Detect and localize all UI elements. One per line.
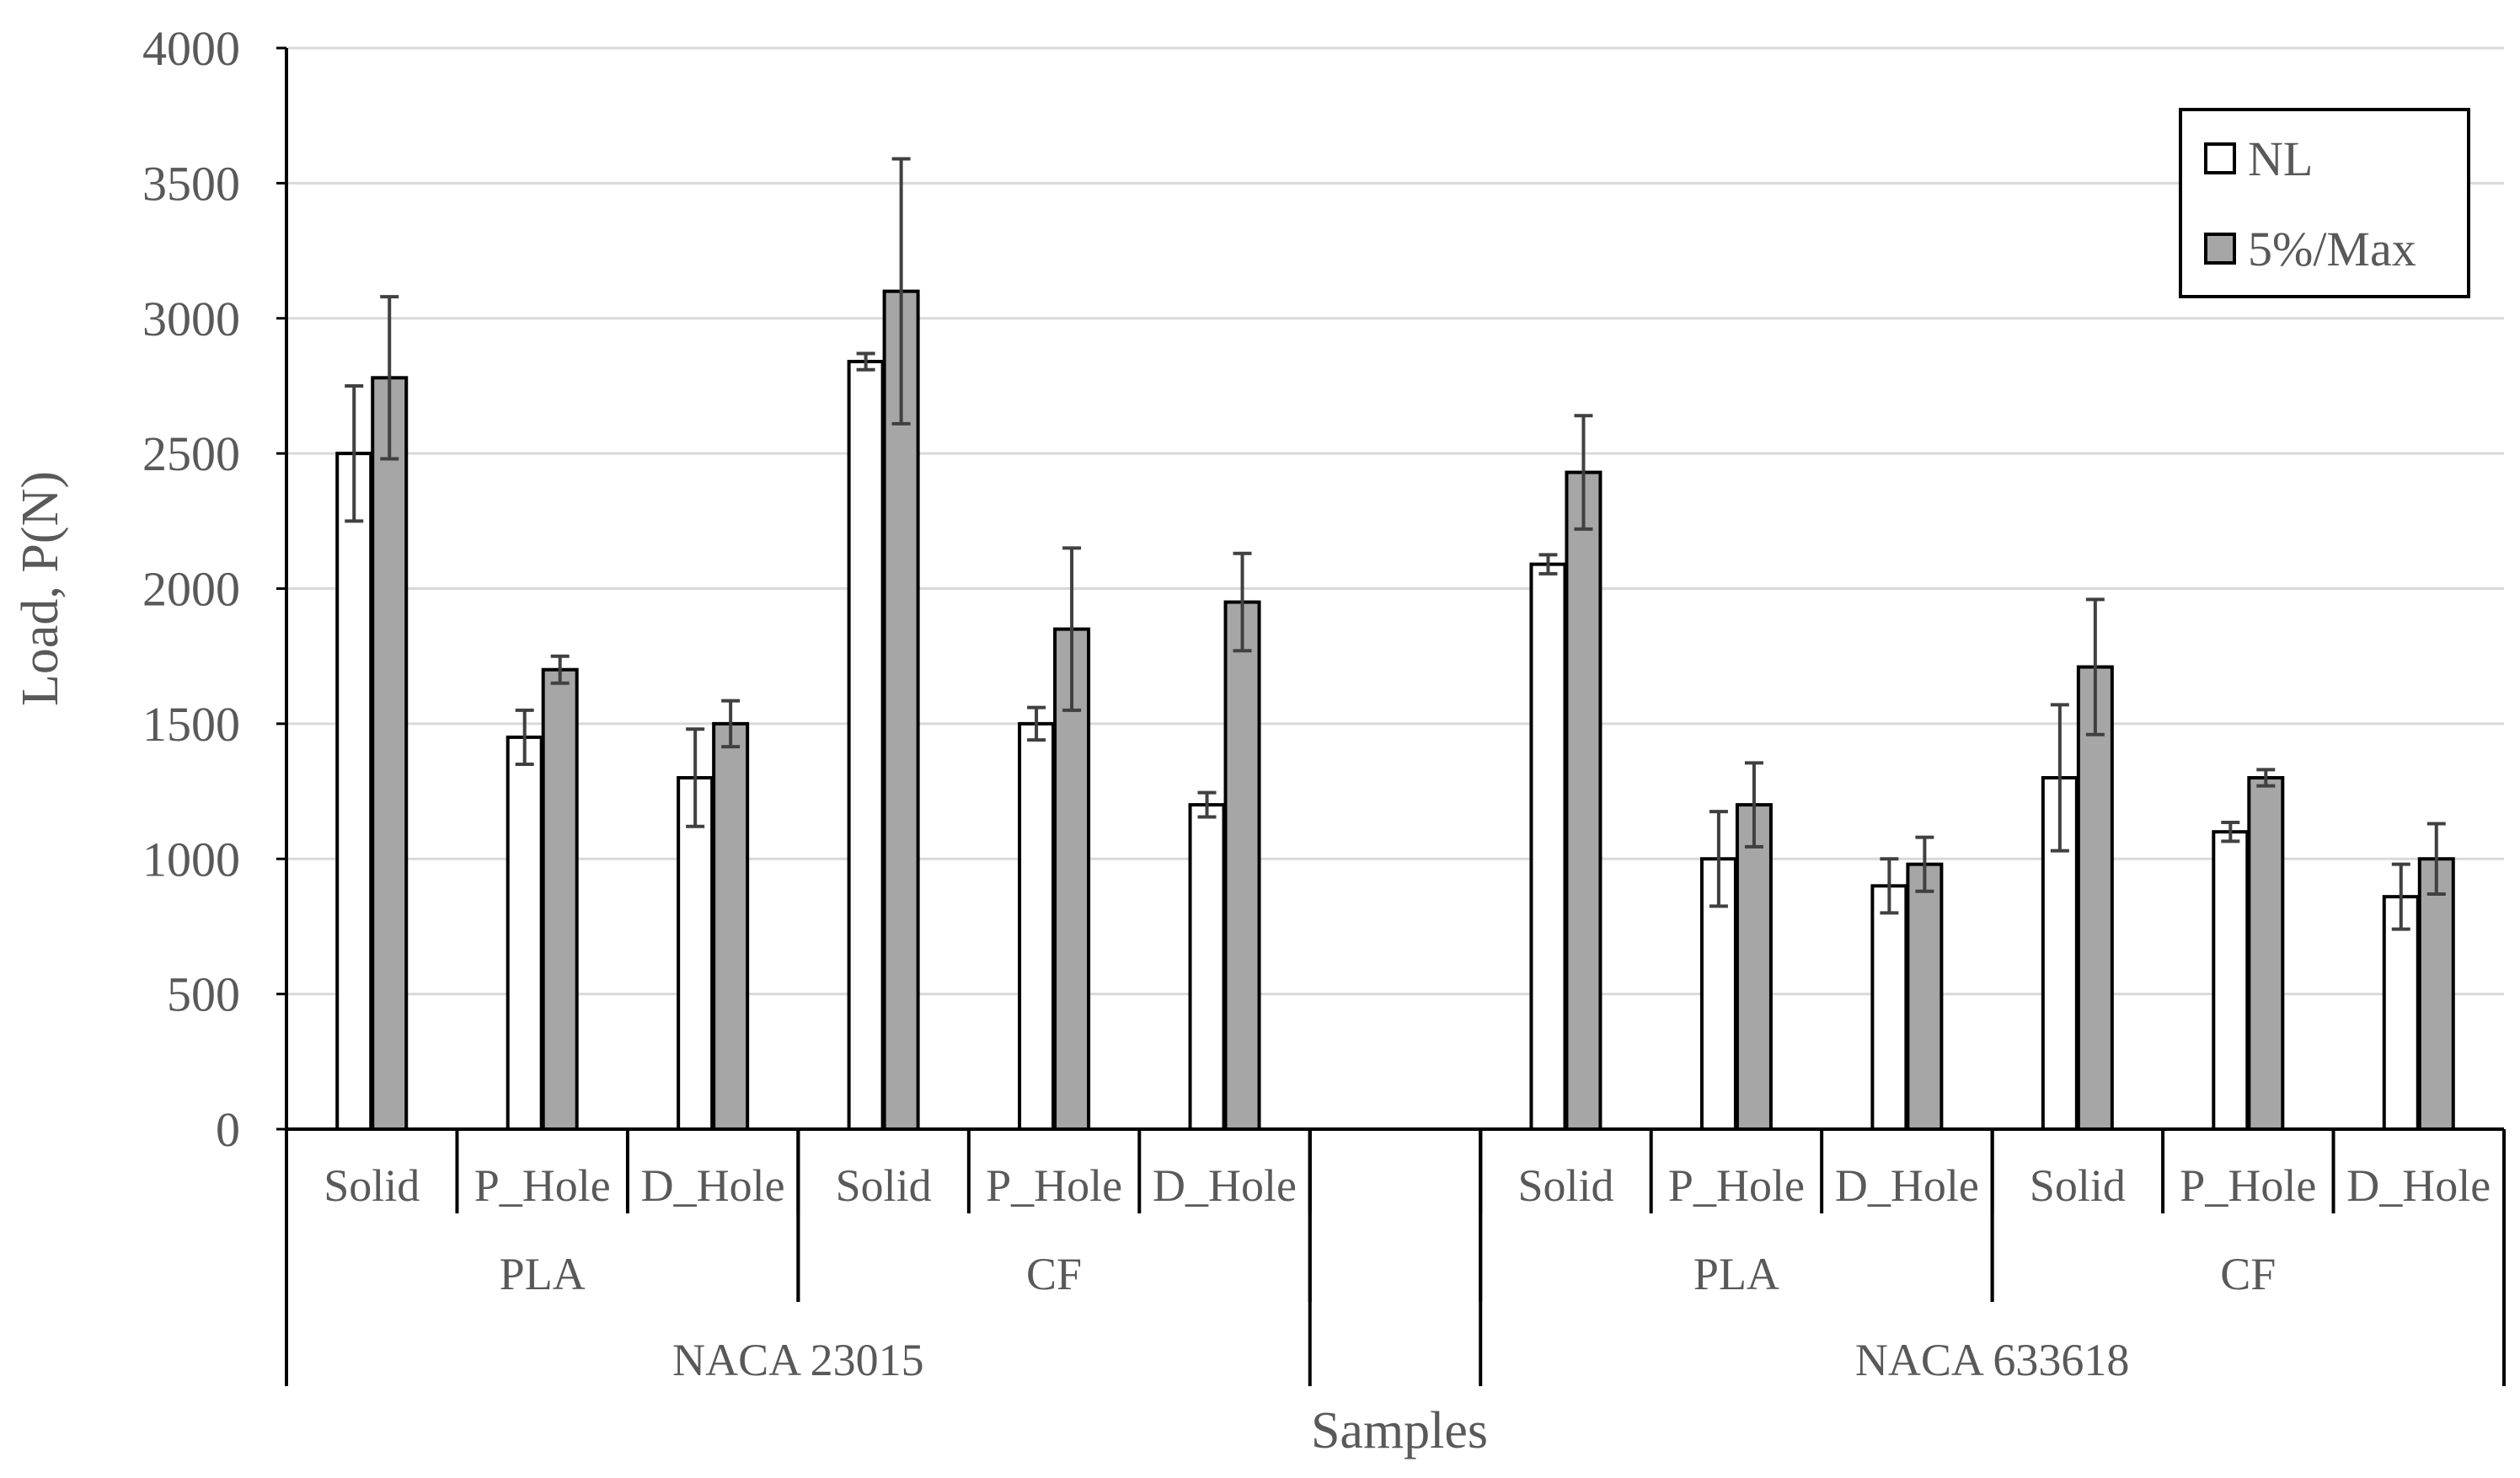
category-labels: Solid P_Hole D_Hole Solid P_Hole D_Hole Solid P… — [324, 1160, 2491, 1385]
material-label: CF — [1026, 1249, 1082, 1299]
bar-nl — [1188, 803, 1226, 1131]
bar-max — [1735, 803, 1773, 1131]
bar-max — [2076, 665, 2114, 1131]
bar-max — [1906, 862, 1944, 1132]
tick-labels: 0 500 1000 1500 2000 2500 3000 3500 4000 — [142, 21, 240, 1157]
bar-nl — [2212, 830, 2250, 1131]
y-tick-label: 0 — [216, 1102, 240, 1157]
sample-label: Solid — [836, 1160, 932, 1211]
sample-label: Solid — [2030, 1160, 2126, 1211]
y-tick-label: 4000 — [142, 21, 240, 76]
legend: NL 5%/Max — [2179, 108, 2470, 298]
bar-nl — [677, 776, 714, 1132]
sample-label: D_Hole — [1835, 1160, 1979, 1211]
sample-label: P_Hole — [1668, 1160, 1805, 1211]
x-axis-title: Samples — [1311, 1402, 1488, 1459]
sample-label: D_Hole — [1153, 1160, 1297, 1211]
bar-nl — [1018, 721, 1056, 1131]
legend-box — [2179, 108, 2470, 298]
bar-max — [1565, 470, 1602, 1131]
legend-swatch-max — [2204, 233, 2236, 265]
sample-label: D_Hole — [641, 1160, 785, 1211]
sample-label: P_Hole — [2180, 1160, 2316, 1211]
sample-label: Solid — [1517, 1160, 1613, 1211]
bar-max — [712, 721, 750, 1131]
y-tick-label: 2500 — [142, 426, 240, 481]
bar-nl — [506, 735, 543, 1131]
sample-label: P_Hole — [474, 1160, 611, 1211]
sample-label: Solid — [324, 1160, 420, 1211]
profile-label: NACA 633618 — [1855, 1335, 2130, 1385]
bar-max — [541, 667, 579, 1131]
bar-max — [2247, 776, 2285, 1132]
y-axis-title: Load, P(N) — [12, 471, 69, 706]
material-label: CF — [2220, 1249, 2276, 1299]
y-tick-label: 1500 — [142, 697, 240, 752]
profile-label: NACA 23015 — [672, 1335, 924, 1385]
gridlines — [286, 46, 2504, 996]
y-tick-label: 3500 — [142, 156, 240, 211]
bar-max — [1053, 627, 1091, 1131]
legend-label-max: 5%/Max — [2248, 222, 2416, 276]
legend-label-nl: NL — [2248, 131, 2313, 186]
y-tick-label: 3000 — [142, 292, 240, 346]
material-label: PLA — [500, 1249, 586, 1299]
bar-nl — [847, 360, 885, 1131]
y-tick-label: 1000 — [142, 832, 240, 886]
y-tick-label: 2000 — [142, 562, 240, 617]
bar-max — [2417, 857, 2455, 1131]
material-label: PLA — [1693, 1249, 1779, 1299]
bar-nl — [335, 452, 373, 1131]
bar-nl — [2382, 895, 2420, 1132]
bar-nl — [1529, 562, 1567, 1131]
bar-max — [1223, 600, 1261, 1131]
bar-nl — [1870, 884, 1908, 1131]
bars — [335, 157, 2455, 1132]
y-tick-label: 500 — [167, 967, 240, 1022]
bar-max — [371, 376, 409, 1131]
sample-label: D_Hole — [2346, 1160, 2491, 1211]
axes — [276, 46, 2506, 1386]
sample-label: P_Hole — [986, 1160, 1122, 1211]
legend-swatch-nl — [2204, 142, 2236, 174]
